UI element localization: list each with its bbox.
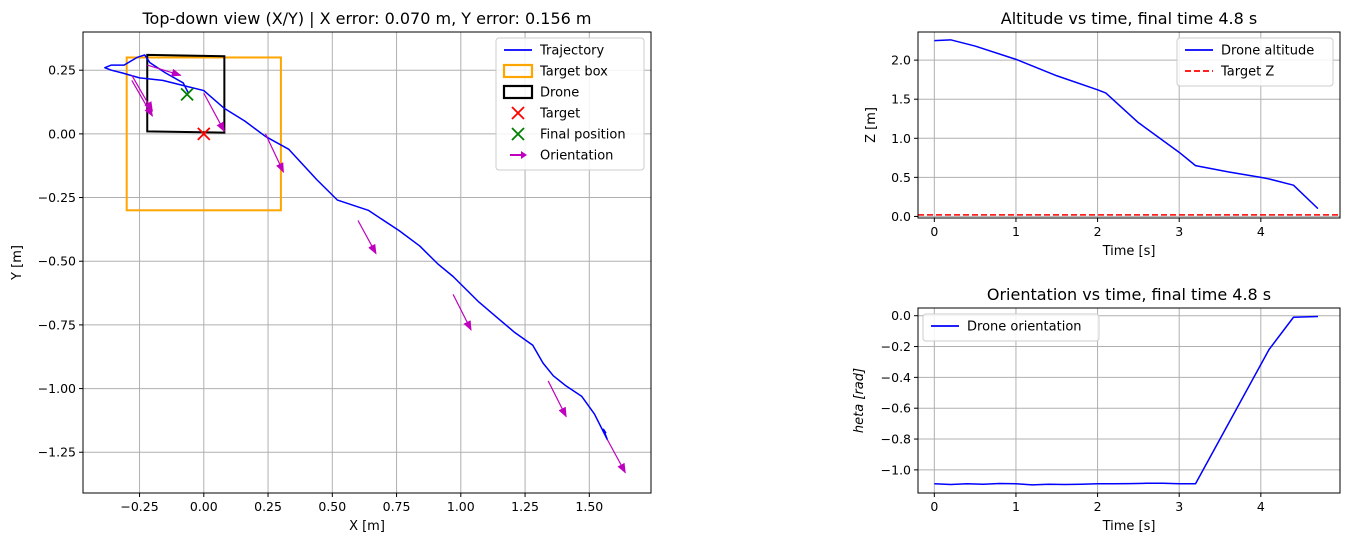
orientation-arrow [452, 294, 472, 331]
xy-xtick-label: 0.00 [190, 499, 218, 514]
xy-ylabel: Y [m] [10, 245, 25, 281]
xy-ytick-label: 0.25 [48, 63, 76, 78]
ori-xlabel: Time [s] [1102, 519, 1156, 534]
ori-ytick-label: −1.0 [881, 462, 911, 477]
xy-xtick-label: 0.50 [318, 499, 346, 514]
xy-ytick-label: −0.75 [38, 317, 76, 332]
legend-label: Target Z [1220, 65, 1274, 80]
ori-series-line [934, 315, 1318, 486]
legend-label: Final position [540, 128, 626, 143]
orientation-arrow [547, 380, 567, 418]
final-position-marker [180, 87, 194, 102]
alt-frame [917, 31, 1341, 219]
alt-xtick-label: 4 [1257, 224, 1265, 239]
orientation-arrow [131, 74, 153, 112]
ori-ytick-label: −0.2 [881, 339, 911, 354]
legend-label: Target [539, 107, 580, 122]
ori-xtick-label: 1 [1012, 499, 1020, 514]
xy-xtick-label: 0.75 [383, 499, 411, 514]
ori-ytick-label: 0.0 [891, 308, 911, 323]
xy-legend [495, 37, 645, 171]
ori-ytick-label: −0.8 [881, 432, 911, 447]
ori-frame [917, 307, 1341, 494]
xy-plot-area [104, 53, 626, 474]
legend-box-swatch [502, 63, 534, 79]
xy-xtick-label: −0.25 [120, 499, 158, 514]
alt-ytick-label: 1.0 [891, 131, 911, 146]
xy-frame [82, 31, 652, 494]
alt-ytick-label: 0.5 [891, 170, 911, 185]
ori-ytick-label: −0.4 [881, 370, 911, 385]
xy-xlabel: X [m] [349, 519, 385, 534]
legend-arrow-head-icon [521, 151, 527, 159]
xy-title: Top-down view (X/Y) | X error: 0.070 m, … [141, 9, 591, 28]
ori-xtick-label: 4 [1257, 499, 1265, 514]
alt-plot-area [918, 39, 1340, 216]
xy-ytick-label: −1.25 [38, 445, 76, 460]
alt-xtick-label: 1 [1012, 224, 1020, 239]
orientation-arrow [131, 80, 153, 117]
ori-xtick-label: 3 [1175, 499, 1183, 514]
legend-label: Trajectory [539, 44, 604, 59]
ori-title: Orientation vs time, final time 4.8 s [987, 285, 1271, 304]
alt-xlabel: Time [s] [1102, 244, 1156, 259]
alt-title: Altitude vs time, final time 4.8 s [1001, 9, 1257, 28]
alt-legend-frame [1176, 37, 1334, 87]
trajectory-line [104, 54, 609, 441]
ori-ytick-label: −0.6 [881, 401, 911, 416]
legend-label: Drone orientation [967, 320, 1082, 335]
legend-label: Target box [539, 65, 608, 80]
orientation-arrow [606, 439, 626, 474]
alt-legend [1176, 37, 1334, 87]
legend-x-swatch [511, 127, 525, 141]
xy-xtick-label: 1.00 [447, 499, 475, 514]
legend-label: Drone altitude [1221, 44, 1314, 59]
alt-ytick-label: 1.5 [891, 92, 911, 107]
alt-series-line [934, 39, 1319, 210]
xy-xtick-label: 1.50 [575, 499, 603, 514]
orientation-arrow [357, 220, 377, 255]
target-marker [197, 127, 211, 141]
target-box [125, 56, 282, 212]
xy-ytick-label: −0.25 [38, 190, 76, 205]
orientation-arrow [203, 92, 225, 133]
ori-ylabel: heta [rad] [852, 368, 867, 433]
legend-label: Drone [540, 86, 579, 101]
xy-xtick-label: 1.25 [511, 499, 539, 514]
xy-ytick-label: −1.00 [38, 381, 76, 396]
ori-legend-frame [922, 313, 1100, 342]
alt-ytick-label: 0.0 [891, 209, 911, 224]
xy-axes [79, 32, 651, 497]
ori-xtick-label: 2 [1094, 499, 1102, 514]
alt-ylabel: Z [m] [864, 107, 879, 143]
legend-box-swatch [502, 84, 534, 100]
alt-xtick-label: 2 [1094, 224, 1102, 239]
alt-ytick-label: 2.0 [891, 53, 911, 68]
xy-ytick-label: −0.50 [38, 254, 76, 269]
orientation-arrow [147, 64, 182, 77]
ori-xtick-label: 0 [930, 499, 938, 514]
ori-plot-area [934, 315, 1318, 486]
legend-x-swatch [511, 106, 525, 120]
alt-xtick-label: 0 [930, 224, 938, 239]
alt-xtick-label: 3 [1175, 224, 1183, 239]
xy-ytick-label: 0.00 [48, 126, 76, 141]
xy-xtick-label: 0.25 [254, 499, 282, 514]
orientation-arrow [264, 133, 285, 173]
legend-label: Orientation [540, 149, 613, 164]
ori-legend [922, 313, 1100, 342]
